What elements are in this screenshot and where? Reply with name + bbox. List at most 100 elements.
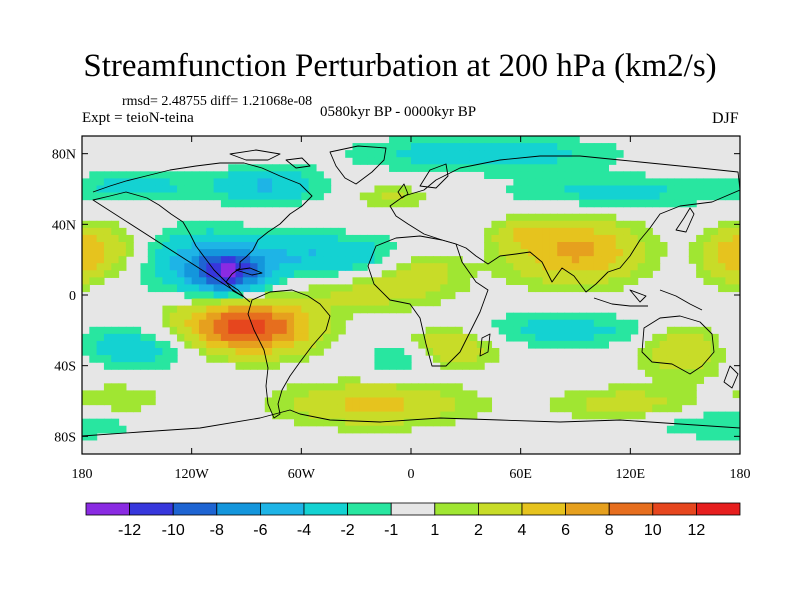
field-cell [103, 362, 112, 370]
field-cell [367, 298, 376, 307]
field-cell [155, 192, 164, 201]
field-cell [681, 369, 690, 377]
field-cell [425, 284, 434, 293]
field-cell [506, 256, 514, 264]
field-cell [389, 143, 397, 151]
field-cell [527, 270, 536, 278]
field-cell [250, 312, 259, 321]
field-cell [564, 277, 573, 285]
field-cell [272, 305, 280, 314]
field-cell [337, 312, 346, 321]
field-cell [564, 185, 573, 194]
field-cell [440, 143, 449, 151]
field-cell [213, 340, 222, 349]
field-cell [542, 333, 551, 342]
field-cell [257, 355, 266, 363]
field-cell [294, 418, 302, 427]
field-cell [279, 333, 288, 342]
field-cell [542, 143, 551, 151]
field-cell [440, 291, 449, 300]
field-cell [527, 326, 536, 335]
field-cell [418, 164, 427, 172]
field-cell [608, 284, 617, 293]
field-cell [381, 270, 390, 278]
field-cell [630, 242, 639, 250]
field-cell [177, 185, 185, 194]
field-cell [674, 383, 683, 391]
field-cell [703, 425, 712, 434]
field-cell [425, 263, 434, 271]
coastline-cuba [235, 267, 263, 276]
field-cell [579, 263, 588, 271]
field-cell [337, 390, 346, 399]
field-cell [162, 355, 171, 363]
field-cell [710, 369, 719, 377]
field-cell [198, 277, 207, 285]
field-cell [615, 277, 624, 285]
field-cell [389, 284, 397, 293]
field-cell [403, 383, 412, 391]
field-cell [235, 333, 244, 342]
field-cell [323, 185, 332, 194]
field-cell [301, 263, 310, 271]
field-cell [359, 249, 368, 257]
field-cell [615, 199, 624, 208]
field-cell [710, 418, 719, 427]
field-cell [659, 348, 668, 356]
field-cell [498, 270, 507, 278]
field-cell [703, 432, 712, 441]
field-cell [703, 256, 712, 264]
field-cell [703, 362, 712, 370]
field-cell [169, 270, 178, 278]
field-cell [608, 178, 617, 187]
field-cell [206, 340, 215, 349]
field-cell [301, 326, 310, 335]
field-cell [169, 319, 178, 328]
field-cell [498, 234, 507, 243]
field-cell [710, 432, 719, 441]
field-cell [315, 192, 324, 201]
field-cell [513, 143, 522, 151]
field-cell [725, 178, 734, 187]
field-cell [535, 234, 544, 243]
field-cell [593, 227, 602, 236]
field-cell [652, 178, 661, 187]
field-cell [374, 355, 383, 363]
field-cell [242, 256, 251, 264]
field-cell [140, 362, 149, 370]
field-cell [198, 263, 207, 271]
field-cell [242, 234, 251, 243]
field-cell [111, 340, 120, 349]
field-cell [703, 411, 712, 420]
field-cell [396, 143, 405, 151]
field-cell [571, 284, 580, 293]
field-cell [601, 284, 609, 293]
field-cell [235, 164, 244, 172]
field-cell [564, 178, 573, 187]
field-cell [542, 319, 551, 328]
field-cell [220, 227, 229, 236]
field-cell [542, 312, 551, 321]
field-cell [557, 277, 566, 285]
field-cell [637, 227, 646, 236]
field-cell [725, 234, 734, 243]
field-cell [125, 178, 134, 187]
field-cell [103, 418, 112, 427]
field-cell [272, 326, 280, 335]
field-cell [732, 425, 740, 434]
field-cell [111, 397, 120, 406]
field-cell [549, 312, 558, 321]
field-cell [659, 185, 668, 194]
field-cell [381, 418, 390, 427]
field-cell [579, 390, 588, 399]
field-cell [323, 411, 332, 420]
field-cell [652, 355, 661, 363]
field-cell [623, 242, 631, 250]
field-cell [162, 270, 171, 278]
field-cell [425, 136, 434, 144]
field-cell [454, 270, 463, 278]
field-cell [257, 171, 266, 179]
field-cell [440, 411, 449, 420]
field-cell [601, 213, 609, 222]
field-cell [279, 249, 288, 257]
